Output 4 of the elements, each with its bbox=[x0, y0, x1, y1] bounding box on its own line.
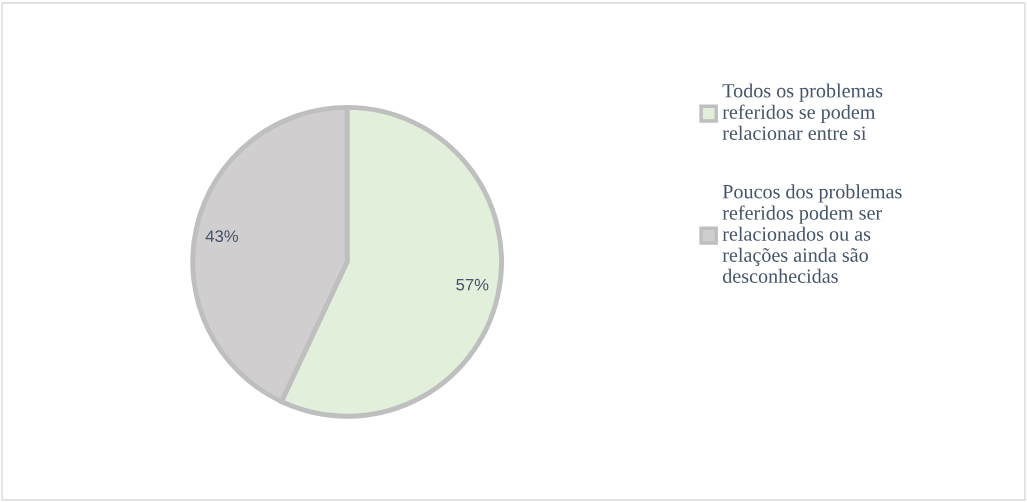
legend-label: Poucos dos problemas referidos podem ser relacionados ou as relações ainda são desconhecidas bbox=[722, 184, 902, 283]
legend-label: Todos os problemas referidos se podem relacionar entre si bbox=[722, 83, 883, 140]
data-label: 57% bbox=[456, 278, 489, 291]
data-label: 43% bbox=[205, 230, 239, 243]
